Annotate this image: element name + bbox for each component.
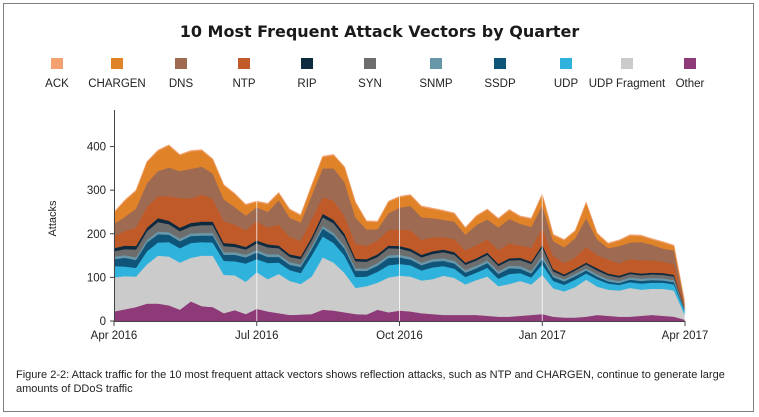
y-tick-label: 0 bbox=[100, 316, 106, 328]
legend-label-chargen: CHARGEN bbox=[88, 78, 146, 90]
legend-item-chargen: CHARGEN bbox=[88, 58, 146, 90]
legend-label-ssdp: SSDP bbox=[484, 78, 516, 90]
figure-caption: Figure 2-2: Attack traffic for the 10 mo… bbox=[16, 369, 725, 395]
x-tick-label: Jan 2017 bbox=[519, 330, 566, 342]
legend-swatch-dns bbox=[175, 58, 187, 69]
legend-label-other: Other bbox=[676, 78, 705, 90]
legend-label-ack: ACK bbox=[45, 78, 69, 90]
legend-label-syn: SYN bbox=[358, 78, 382, 90]
legend-swatch-udp bbox=[560, 58, 572, 69]
y-tick-label: 400 bbox=[87, 142, 106, 154]
stacked-area-chart: ACK CHARGEN DNS NTP RIP SYN SNMP SSDP UDP UDP Fra… bbox=[45, 58, 708, 342]
x-tick-label: Apr 2017 bbox=[662, 330, 709, 342]
chart-title: 10 Most Frequent Attack Vectors by Quart… bbox=[179, 22, 580, 41]
legend-item-ntp: NTP bbox=[233, 58, 256, 90]
legend-item-udp: UDP bbox=[554, 58, 579, 90]
legend: ACK CHARGEN DNS NTP RIP SYN SNMP SSDP UDP UDP Fra… bbox=[45, 58, 705, 90]
legend-label-dns: DNS bbox=[169, 78, 194, 90]
axes: 0 100 200 300 400 Apr 2016 Jul 2016 Oct 2016 Jan… bbox=[47, 110, 708, 342]
legend-swatch-udp-fragment bbox=[621, 58, 633, 69]
y-tick-label: 200 bbox=[87, 229, 106, 241]
legend-swatch-syn bbox=[364, 58, 376, 69]
x-tick-label: Jul 2016 bbox=[235, 330, 278, 342]
legend-item-ack: ACK bbox=[45, 58, 69, 90]
legend-label-udp-fragment: UDP Fragment bbox=[589, 78, 666, 90]
legend-label-rip: RIP bbox=[297, 78, 317, 90]
legend-swatch-chargen bbox=[111, 58, 123, 69]
y-tick-label: 100 bbox=[87, 272, 106, 284]
legend-item-rip: RIP bbox=[297, 58, 317, 90]
x-tick-label: Apr 2016 bbox=[91, 330, 138, 342]
figure-frame: 10 Most Frequent Attack Vectors by Quart… bbox=[3, 3, 754, 412]
legend-swatch-ntp bbox=[238, 58, 250, 69]
legend-swatch-rip bbox=[301, 58, 313, 69]
legend-item-ssdp: SSDP bbox=[484, 58, 516, 90]
y-axis-label: Attacks bbox=[47, 200, 59, 237]
legend-label-udp: UDP bbox=[554, 78, 579, 90]
legend-item-snmp: SNMP bbox=[419, 58, 453, 90]
legend-swatch-snmp bbox=[430, 58, 442, 69]
legend-swatch-other bbox=[684, 58, 696, 69]
y-tick-label: 300 bbox=[87, 185, 106, 197]
legend-swatch-ssdp bbox=[494, 58, 506, 69]
legend-label-snmp: SNMP bbox=[419, 78, 453, 90]
legend-item-dns: DNS bbox=[169, 58, 194, 90]
x-tick-label: Oct 2016 bbox=[376, 330, 423, 342]
legend-swatch-ack bbox=[51, 58, 63, 69]
legend-item-syn: SYN bbox=[358, 58, 382, 90]
legend-item-udp-fragment: UDP Fragment bbox=[589, 58, 666, 90]
legend-item-other: Other bbox=[676, 58, 705, 90]
legend-label-ntp: NTP bbox=[233, 78, 256, 90]
